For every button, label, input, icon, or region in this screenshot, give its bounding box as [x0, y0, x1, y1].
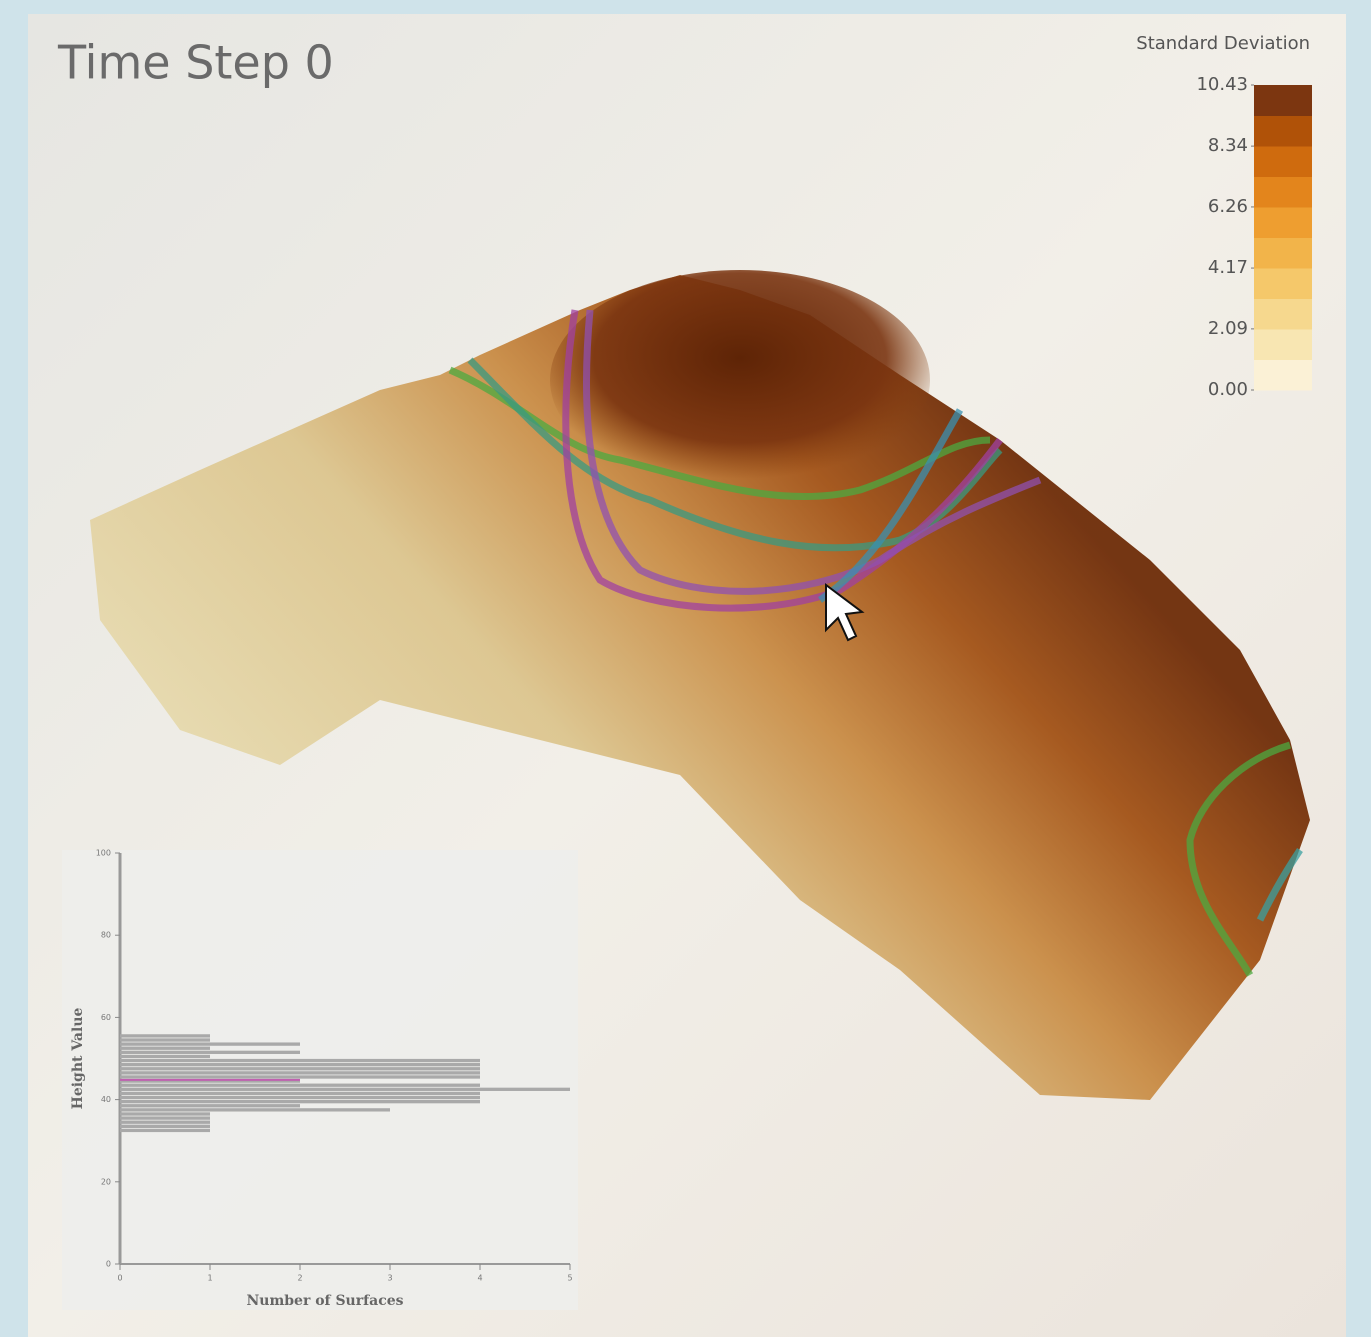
- colorbar-band: [1254, 146, 1312, 177]
- histogram-bar: [120, 1050, 300, 1054]
- colorbar-tick-label: 4.17: [1208, 257, 1248, 278]
- x-tick-label: 0: [117, 1274, 122, 1283]
- histogram-bar: [120, 1038, 210, 1042]
- colorbar-band: [1254, 268, 1312, 299]
- histogram-bar: [120, 1067, 480, 1071]
- surface: [90, 270, 1310, 1100]
- colorbar-tick-label: 8.34: [1208, 135, 1248, 156]
- colorbar-tick-label: 2.09: [1208, 318, 1248, 339]
- histogram-bar: [120, 1046, 210, 1050]
- mouse-cursor: [825, 583, 865, 642]
- histogram-bar: [120, 1083, 480, 1087]
- histogram-bar: [120, 1091, 480, 1096]
- y-tick-label: 80: [101, 931, 111, 940]
- colorbar-tick-label: 6.26: [1208, 196, 1248, 217]
- y-tick-label: 20: [101, 1177, 111, 1186]
- colorbar-tick-label: 0.00: [1208, 379, 1248, 400]
- x-tick-label: 1: [207, 1274, 212, 1283]
- histogram-bar: [120, 1104, 300, 1108]
- colorbar-band: [1254, 359, 1312, 391]
- x-tick-label: 3: [387, 1274, 392, 1283]
- histogram-bar: [120, 1042, 300, 1046]
- histogram-bar: [120, 1079, 300, 1083]
- x-tick-label: 4: [477, 1274, 482, 1283]
- histogram-bar: [120, 1063, 480, 1067]
- histogram-bar: [120, 1071, 480, 1075]
- histogram-bar: [120, 1095, 480, 1100]
- colorbar-band: [1254, 298, 1312, 330]
- histogram-bar: [120, 1124, 210, 1128]
- x-tick-label: 2: [297, 1274, 302, 1283]
- histogram-bar: [120, 1075, 480, 1079]
- x-tick-label: 5: [567, 1274, 572, 1283]
- histogram-bar: [120, 1116, 210, 1120]
- time-step-title: Time Step 0: [57, 36, 334, 90]
- y-tick-label: 60: [101, 1013, 111, 1022]
- x-axis-label: Number of Surfaces: [246, 1293, 403, 1309]
- y-tick-label: 40: [101, 1095, 111, 1104]
- y-tick-label: 0: [106, 1260, 111, 1269]
- histogram-bar: [120, 1034, 210, 1038]
- colorbar-tick-label: 10.43: [1196, 74, 1248, 95]
- colorbar-band: [1254, 237, 1312, 269]
- histogram-panel: 0 20 40 60 80 100 0 1 2 3 4 5 Number of Surfaces Heig…: [62, 849, 578, 1310]
- y-tick-label: 100: [96, 849, 111, 858]
- colorbar-band: [1254, 329, 1312, 360]
- histogram-bar: [120, 1112, 210, 1116]
- colorbar-band: [1254, 207, 1312, 238]
- colorbar-band: [1254, 115, 1312, 147]
- colorbar-band: [1254, 85, 1312, 116]
- histogram-bar: [120, 1100, 480, 1104]
- legend-title: Standard Deviation: [1136, 33, 1310, 54]
- y-axis-label: Height Value: [70, 1008, 86, 1110]
- histogram-bar: [120, 1087, 570, 1091]
- colorbar-band: [1254, 176, 1312, 208]
- histogram-bar: [120, 1120, 210, 1124]
- histogram-bar: [120, 1058, 480, 1063]
- colorbar-legend: Standard Deviation 10.43 8.34 6.26 4.17 2.09…: [1136, 33, 1312, 400]
- histogram-bar: [120, 1108, 390, 1112]
- histogram-bar: [120, 1128, 210, 1133]
- histogram-bar: [120, 1054, 210, 1059]
